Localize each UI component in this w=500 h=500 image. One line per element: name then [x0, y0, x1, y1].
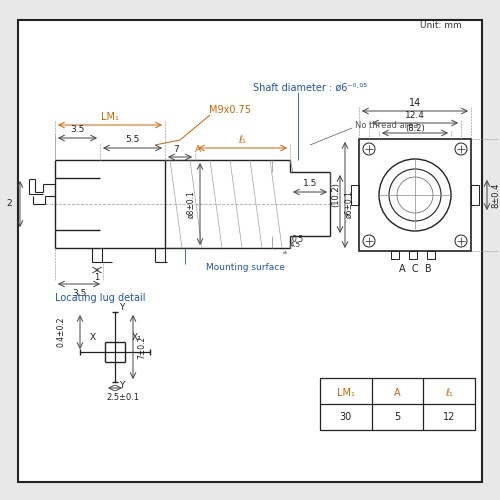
Text: ø6±0.1: ø6±0.1 [344, 190, 354, 218]
Text: ℓ₁: ℓ₁ [445, 388, 453, 398]
Text: 1: 1 [94, 274, 100, 282]
Text: X: X [90, 332, 96, 342]
Text: 14: 14 [409, 98, 421, 108]
Bar [391, 251, 399, 259]
Bar [427, 251, 435, 259]
Text: LM₁: LM₁ [337, 388, 355, 398]
Text: 2.5±0.1: 2.5±0.1 [106, 394, 140, 402]
Text: 30: 30 [340, 412, 352, 422]
Bar [320, 378, 475, 430]
Text: Shaft diameter : ø6⁻⁰·⁰⁵: Shaft diameter : ø6⁻⁰·⁰⁵ [253, 83, 367, 93]
Bar [409, 251, 417, 259]
Text: ℓ₁: ℓ₁ [238, 135, 246, 145]
Text: Y: Y [120, 382, 124, 390]
Text: Unit: mm: Unit: mm [420, 22, 462, 30]
Text: (10.2): (10.2) [332, 182, 340, 208]
Text: 3.5: 3.5 [70, 126, 85, 134]
Text: Mounting surface: Mounting surface [206, 264, 284, 272]
Text: X₂: X₂ [132, 332, 142, 342]
Text: ø8±0.1: ø8±0.1 [186, 190, 196, 218]
Text: 5: 5 [394, 412, 400, 422]
Text: 12: 12 [443, 412, 456, 422]
Text: A: A [195, 146, 201, 154]
Text: M9x0.75: M9x0.75 [209, 105, 251, 115]
Text: LM₁: LM₁ [101, 112, 119, 122]
Text: 7: 7 [173, 146, 179, 154]
Text: 2: 2 [6, 200, 12, 208]
Text: 8±0.4: 8±0.4 [492, 182, 500, 208]
Text: 5.5: 5.5 [126, 136, 140, 144]
Text: No thread area: No thread area [355, 120, 418, 130]
Text: 12.4: 12.4 [405, 110, 425, 120]
Text: A  C  B: A C B [398, 264, 432, 274]
Bar [471, 185, 479, 205]
Text: 1.5: 1.5 [303, 180, 317, 188]
Text: 7±0.2: 7±0.2 [138, 336, 146, 358]
Text: 0.4±0.2: 0.4±0.2 [56, 317, 66, 347]
Text: 0.5: 0.5 [292, 236, 304, 244]
Text: A: A [394, 388, 401, 398]
Text: ᵒ⁵: ᵒ⁵ [282, 252, 288, 258]
Text: 3.5: 3.5 [72, 288, 86, 298]
Text: Locating lug detail: Locating lug detail [55, 293, 145, 303]
Text: (8.2): (8.2) [405, 124, 425, 132]
Text: Y: Y [120, 304, 124, 312]
Text: 4.5: 4.5 [290, 242, 300, 248]
Bar [351, 185, 359, 205]
Bar [359, 139, 471, 251]
